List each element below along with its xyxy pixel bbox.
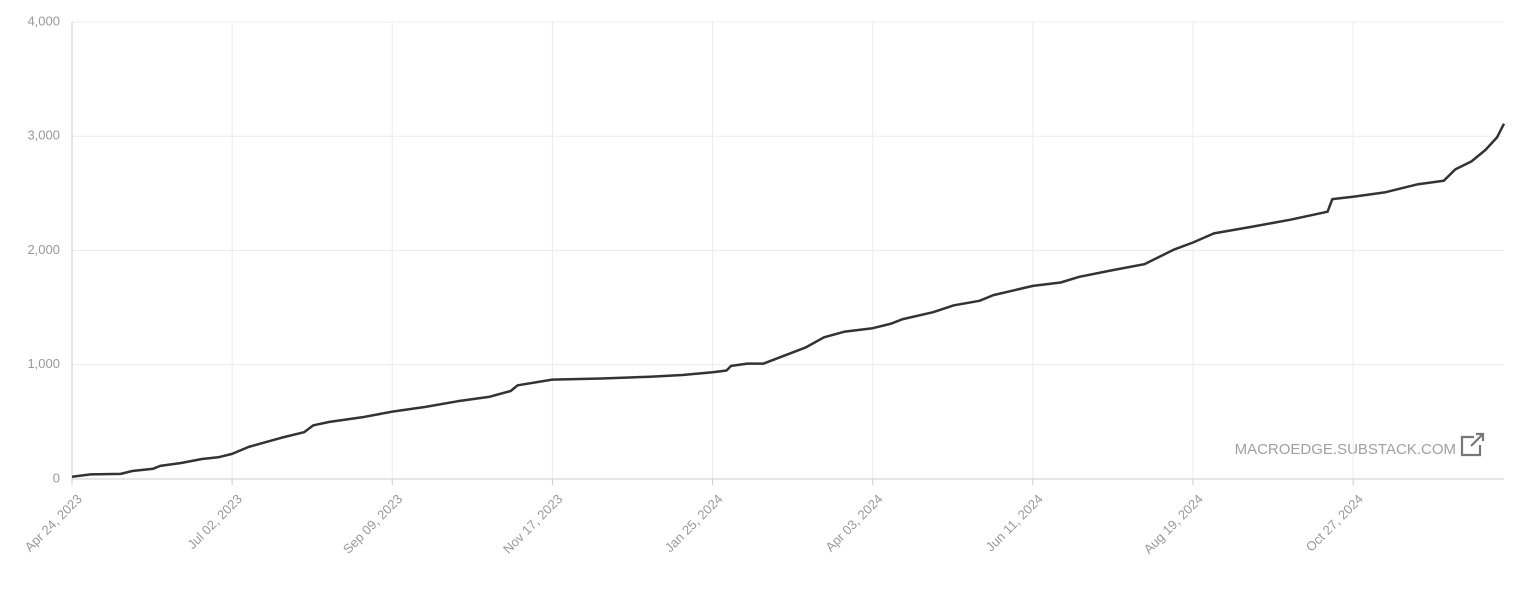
x-tick-label: Jul 02, 2023 — [184, 491, 245, 552]
y-tick-label: 2,000 — [27, 242, 60, 257]
y-tick-label: 4,000 — [27, 13, 60, 28]
y-tick-label: 0 — [53, 470, 60, 485]
data-line — [71, 123, 1506, 478]
external-link-icon[interactable] — [1460, 432, 1485, 457]
x-tick-label: Oct 27, 2024 — [1303, 491, 1366, 554]
x-tick-label: Apr 24, 2023 — [22, 491, 85, 554]
x-tick-label: Nov 17, 2023 — [500, 491, 565, 556]
watermark: MACROEDGE.SUBSTACK.COM — [1235, 441, 1456, 458]
x-tick-label: Jan 25, 2024 — [662, 491, 726, 555]
y-tick-label: 1,000 — [27, 356, 60, 371]
x-tick-label: Jun 11, 2024 — [983, 491, 1046, 554]
x-tick-label: Apr 03, 2024 — [822, 491, 885, 554]
y-tick-label: 3,000 — [27, 128, 60, 143]
x-tick-label: Sep 09, 2023 — [340, 491, 405, 556]
x-tick-label: Aug 19, 2024 — [1141, 491, 1206, 556]
